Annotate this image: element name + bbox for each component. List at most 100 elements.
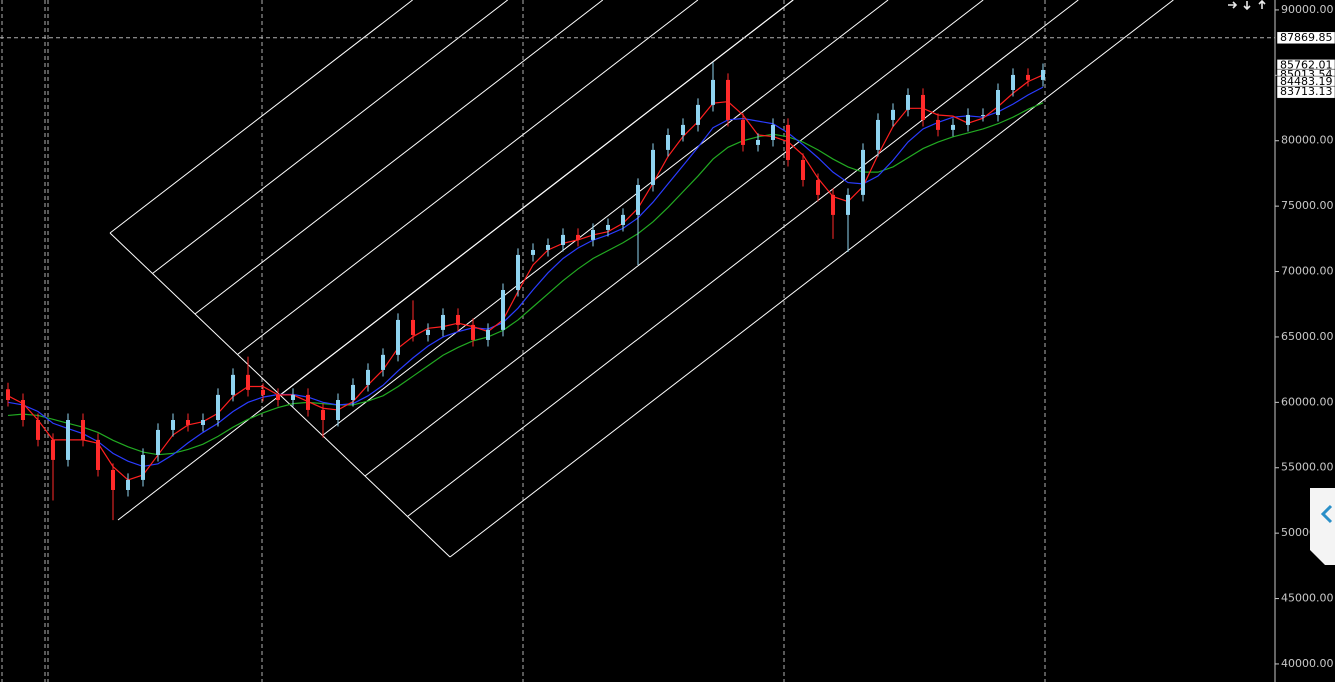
candle-body <box>681 124 685 135</box>
price-axis: 90000.0085000.0080000.0075000.0070000.00… <box>1275 3 1334 670</box>
candle-body <box>591 229 595 240</box>
price-label: 83713.13 <box>1280 85 1333 98</box>
channel-line <box>152 0 508 274</box>
candle-body <box>891 109 895 120</box>
candle-body <box>1041 69 1045 80</box>
y-tick-label: 75000.00 <box>1281 199 1334 212</box>
moving-average <box>7 86 1044 468</box>
candle-body <box>426 329 430 335</box>
candle-body <box>711 79 715 105</box>
candle-body <box>516 254 520 290</box>
candle-body <box>456 314 460 325</box>
candle-body <box>651 149 655 185</box>
candle-body <box>471 324 475 340</box>
candle-body <box>1011 74 1015 90</box>
candle-body <box>876 119 880 150</box>
moving-average <box>7 102 1044 456</box>
candle-body <box>261 389 265 395</box>
candle-body <box>501 289 505 330</box>
y-tick-label: 60000.00 <box>1281 395 1334 408</box>
candle-body <box>141 454 145 480</box>
candle-body <box>396 319 400 355</box>
candle-body <box>726 79 730 120</box>
candle-body <box>576 234 580 240</box>
y-tick-label: 70000.00 <box>1281 265 1334 278</box>
candle-body <box>486 329 490 340</box>
channel-line <box>407 0 1079 517</box>
candle-body <box>786 124 790 160</box>
y-tick-label: 80000.00 <box>1281 134 1334 147</box>
indicators <box>7 74 1044 481</box>
price-label: 84483.19 <box>1280 75 1333 88</box>
candle-body <box>366 369 370 385</box>
candle-body <box>291 394 295 400</box>
candles <box>6 62 1045 521</box>
candle-body <box>771 124 775 140</box>
y-tick-label: 55000.00 <box>1281 461 1334 474</box>
candle-body <box>636 184 640 215</box>
candle-body <box>1026 74 1030 80</box>
candle-body <box>216 394 220 421</box>
candle-body <box>741 119 745 145</box>
candle-body <box>921 94 925 120</box>
period-separators <box>1 0 1046 682</box>
candle-body <box>531 249 535 255</box>
side-tab[interactable] <box>1310 488 1335 565</box>
candle-body <box>171 420 175 430</box>
candle-body <box>186 420 190 425</box>
candle-body <box>81 420 85 440</box>
candle-body <box>621 214 625 225</box>
channel-line <box>322 0 889 436</box>
candle-body <box>411 319 415 335</box>
candle-body <box>336 399 340 421</box>
arrow-up[interactable] <box>1258 0 1266 9</box>
y-tick-label: 45000.00 <box>1281 592 1334 605</box>
price-label: 87869.85 <box>1280 31 1333 44</box>
candle-body <box>696 104 700 125</box>
candle-body <box>321 409 325 421</box>
side-panel-tab[interactable] <box>1310 488 1335 565</box>
candle-body <box>381 354 385 370</box>
candle-body <box>111 469 115 490</box>
side-tab-icon[interactable] <box>1320 504 1333 524</box>
candle-body <box>606 224 610 230</box>
y-tick-label: 90000.00 <box>1281 3 1334 16</box>
candle-body <box>951 124 955 130</box>
channel-line <box>194 0 604 315</box>
moving-average <box>7 74 1044 481</box>
candle-body <box>801 159 805 180</box>
candle-body <box>966 114 970 125</box>
candle-body <box>936 119 940 130</box>
candle-body <box>306 394 310 410</box>
candle-body <box>906 94 910 110</box>
channel-line <box>117 0 794 521</box>
candle-body <box>756 139 760 145</box>
candle-body <box>6 389 10 400</box>
candle-body <box>846 194 850 215</box>
arrow-right[interactable] <box>1228 1 1238 9</box>
arrow-down[interactable] <box>1243 1 1251 11</box>
candle-body <box>861 149 865 195</box>
channel-line <box>364 0 984 477</box>
candle-body <box>36 420 40 440</box>
price-label-box <box>1276 31 1335 45</box>
toolbar-arrows[interactable] <box>1228 0 1266 11</box>
channel-line <box>237 0 699 355</box>
candle-body <box>156 429 160 455</box>
candle-body <box>246 374 250 390</box>
candle-body <box>441 314 445 330</box>
candle-body <box>981 114 985 116</box>
candle-body <box>126 479 130 490</box>
candle-body <box>21 399 25 421</box>
candle-body <box>546 244 550 250</box>
candle-body <box>666 134 670 150</box>
candle-body <box>996 89 1000 115</box>
candle-body <box>351 384 355 400</box>
candle-body <box>816 179 820 195</box>
candle-body <box>201 420 205 425</box>
candle-body <box>276 394 280 400</box>
y-tick-label: 65000.00 <box>1281 330 1334 343</box>
